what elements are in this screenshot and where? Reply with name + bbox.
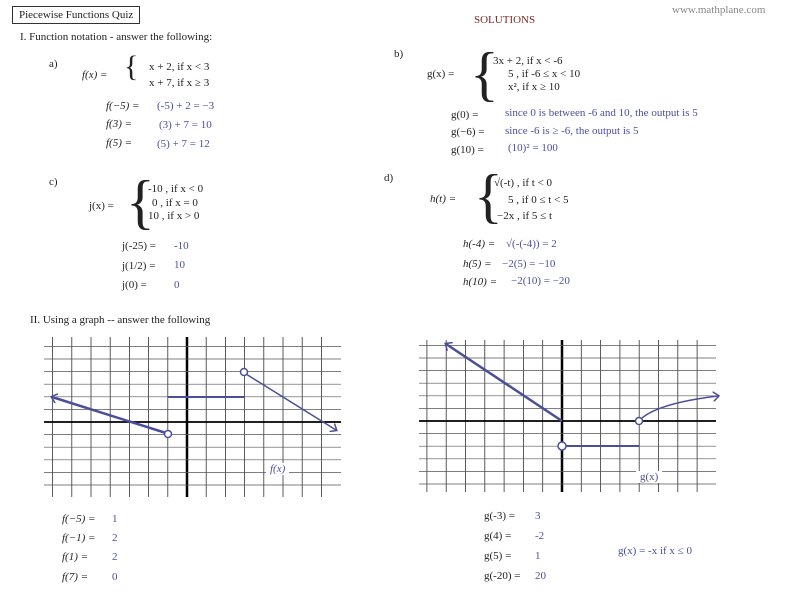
- h-definition-name: h(t) =: [430, 193, 457, 205]
- g-left-ray: [446, 344, 563, 423]
- case: √(-t) , if t < 0: [494, 177, 553, 189]
- case: 0 , if x = 0: [152, 197, 198, 209]
- question: g(−6) =: [451, 126, 485, 138]
- question: f(5) =: [106, 137, 133, 149]
- question: h(-4) =: [463, 238, 496, 250]
- answer: (5) + 7 = 12: [157, 138, 210, 150]
- j-definition-name: j(x) =: [89, 200, 114, 212]
- answer: -2: [535, 530, 545, 542]
- case: x², if x ≥ 10: [508, 81, 560, 93]
- quiz-title: Piecewise Functions Quiz: [12, 6, 141, 24]
- answer: 1: [535, 550, 541, 562]
- answer: (3) + 7 = 10: [159, 119, 212, 131]
- answer: 0: [174, 279, 180, 291]
- g-graph-grid: [419, 340, 716, 492]
- answer: 0: [112, 571, 118, 583]
- answer: −2(5) = −10: [502, 258, 556, 270]
- answer: -10: [174, 240, 189, 252]
- answer: 2: [112, 532, 118, 544]
- f-graph-curves: [52, 367, 336, 439]
- question: j(0) =: [122, 279, 147, 291]
- answer: 1: [112, 513, 118, 525]
- answer: (-5) + 2 = −3: [157, 100, 215, 112]
- case: 5 , if 0 ≤ t < 5: [508, 194, 569, 206]
- case: 5 , if -6 ≤ x < 10: [508, 68, 581, 80]
- f-graph-label: f(x): [266, 463, 290, 475]
- part-a-label: a): [49, 58, 58, 70]
- answer: (10)² = 100: [508, 142, 558, 154]
- brace: {: [126, 169, 155, 235]
- section2-heading: II. Using a graph -- answer the followin…: [30, 314, 211, 326]
- f-left-ray: [52, 397, 167, 435]
- part-b-label: b): [394, 48, 404, 60]
- question: f(−5) =: [62, 513, 96, 525]
- brace: {: [470, 41, 499, 107]
- f-open-point: [239, 367, 249, 377]
- answer: 10: [174, 259, 185, 271]
- question: g(4) =: [484, 530, 512, 542]
- case: 3x + 2, if x < -6: [493, 55, 563, 67]
- brace: {: [124, 50, 139, 83]
- question: f(−1) =: [62, 532, 96, 544]
- answer: since 0 is between -6 and 10, the output…: [505, 107, 698, 119]
- g-open-point: [557, 441, 567, 451]
- question: g(-3) =: [484, 510, 515, 522]
- solutions-heading: SOLUTIONS: [474, 14, 536, 26]
- question: f(7) =: [62, 571, 89, 583]
- g-definition-name: g(x) =: [427, 68, 455, 80]
- answer: √(-(-4)) = 2: [506, 238, 557, 250]
- question: f(3) =: [106, 118, 133, 130]
- answer: since -6 is ≥ -6, the output is 5: [505, 125, 639, 137]
- f-definition-name: f(x) =: [82, 69, 108, 81]
- answer: 3: [535, 510, 541, 522]
- case: −2x , if 5 ≤ t: [497, 210, 553, 222]
- answer: 2: [112, 551, 118, 563]
- case: -10 , if x < 0: [148, 183, 204, 195]
- question: g(5) =: [484, 550, 512, 562]
- case: x + 2, if x < 3: [149, 61, 210, 73]
- brace: {: [474, 163, 503, 229]
- part-c-label: c): [49, 176, 58, 188]
- f-open-point: [163, 429, 173, 439]
- website-watermark: www.mathplane.com: [672, 4, 766, 16]
- g-open-point: [634, 416, 644, 426]
- question: j(1/2) =: [122, 260, 156, 272]
- question: h(5) =: [463, 258, 492, 270]
- case: 10 , if x > 0: [148, 210, 200, 222]
- case: x + 7, if x ≥ 3: [149, 77, 210, 89]
- question: f(−5) =: [106, 100, 140, 112]
- g-graph-label: g(x): [636, 471, 663, 483]
- f-right-ray: [245, 373, 336, 430]
- question: g(-20) =: [484, 570, 521, 582]
- question: f(1) =: [62, 551, 89, 563]
- question: j(-25) =: [122, 240, 156, 252]
- answer: −2(10) = −20: [511, 275, 570, 287]
- g-right-curve: [641, 396, 718, 419]
- question: g(10) =: [451, 144, 484, 156]
- section1-heading: I. Function notation - answer the follow…: [20, 31, 213, 43]
- g-graph-curves: [446, 344, 718, 451]
- question: h(10) =: [463, 276, 497, 288]
- question: g(0) =: [451, 109, 479, 121]
- part-d-label: d): [384, 172, 394, 184]
- g-formula-note: g(x) = -x if x ≤ 0: [618, 545, 692, 557]
- answer: 20: [535, 570, 546, 582]
- f-graph-grid: [44, 337, 341, 497]
